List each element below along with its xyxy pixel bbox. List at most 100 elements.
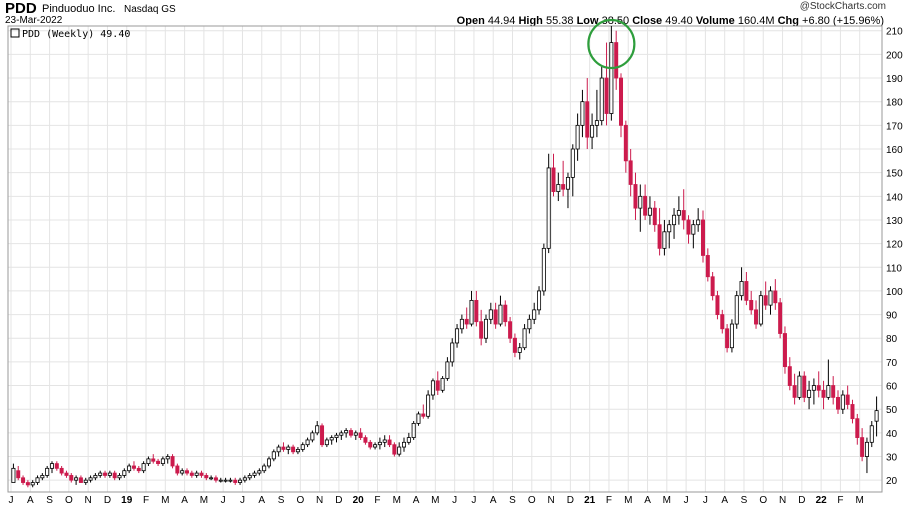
candle-body [194, 472, 199, 476]
candle-body [339, 432, 344, 436]
candle-body [373, 444, 378, 448]
x-tick-label: F [374, 495, 380, 506]
candle [35, 475, 40, 485]
candle [16, 465, 21, 481]
x-tick-label: F [606, 495, 612, 506]
candle [725, 324, 730, 353]
candle [763, 281, 768, 310]
y-tick-label: 120 [886, 240, 903, 251]
x-tick-label: 22 [816, 495, 828, 506]
candle [411, 421, 416, 440]
candle-body [353, 432, 358, 436]
candle [310, 430, 315, 443]
candle-body [696, 219, 701, 226]
candle-body [537, 290, 542, 311]
y-tick-label: 160 [886, 145, 903, 156]
candle [40, 473, 45, 481]
candle-body [676, 210, 681, 216]
candle [64, 470, 69, 478]
x-tick-label: 19 [121, 495, 133, 506]
candle-body [252, 472, 257, 476]
candle [715, 290, 720, 320]
candle-body [406, 437, 411, 443]
candle [141, 461, 146, 474]
candle [855, 413, 860, 445]
candle-body [266, 458, 271, 467]
candle-body [156, 460, 161, 465]
candle-body [845, 394, 850, 405]
candle [353, 430, 358, 440]
candle [633, 172, 638, 220]
candle-body [49, 463, 54, 469]
candle-body [204, 475, 209, 479]
candle [392, 442, 397, 457]
candle-body [604, 77, 609, 114]
candle [840, 390, 845, 414]
candle [845, 385, 850, 410]
x-tick-label: D [104, 495, 111, 506]
candle [527, 314, 532, 334]
candle-body [440, 378, 445, 391]
candle [831, 376, 836, 405]
candle [426, 390, 431, 419]
candle [69, 473, 74, 483]
x-tick-label: J [452, 495, 457, 506]
candle-body [643, 195, 648, 216]
candle-body [320, 425, 325, 446]
candle [348, 428, 353, 438]
candle-body [83, 479, 88, 483]
candle-body [209, 477, 214, 480]
candle [652, 201, 657, 232]
candle-body [305, 439, 310, 446]
candle-body [344, 430, 349, 434]
candle [281, 442, 286, 452]
candle-body [725, 328, 730, 349]
candle-body [734, 295, 739, 325]
candle [720, 309, 725, 334]
candle [508, 316, 513, 343]
candle [416, 411, 421, 426]
candle [455, 324, 460, 348]
candle [49, 461, 54, 474]
candle [78, 475, 83, 483]
candle [710, 272, 715, 301]
candle [271, 449, 276, 462]
candle-body [218, 479, 223, 482]
candle-body [247, 475, 252, 479]
candle [233, 477, 238, 485]
candle [773, 279, 778, 310]
candle-body [623, 124, 628, 162]
candle [213, 475, 218, 483]
candle-body [329, 437, 334, 441]
candle-body [127, 465, 132, 472]
y-tick-label: 210 [886, 27, 903, 38]
candle-body [295, 449, 300, 453]
candle [368, 439, 373, 450]
candle [189, 470, 194, 478]
candle [667, 219, 672, 249]
candle-body [609, 42, 614, 114]
x-tick-label: A [490, 495, 497, 506]
candle [691, 219, 696, 249]
candle [782, 326, 787, 374]
candle-body [25, 482, 30, 486]
candle-body [657, 224, 662, 249]
x-tick-label: O [65, 495, 73, 506]
candle [749, 290, 754, 315]
candle [469, 290, 474, 327]
candle [850, 399, 855, 424]
candle [218, 477, 223, 483]
candle-body [59, 467, 64, 474]
candle-body [368, 441, 373, 448]
candle [811, 378, 816, 405]
candle-body [599, 77, 604, 122]
candle-body [768, 290, 773, 306]
candle-body [233, 479, 238, 483]
x-tick-label: N [779, 495, 786, 506]
candle [488, 302, 493, 325]
candle [807, 380, 812, 410]
candle-body [238, 479, 243, 483]
candle-body [662, 231, 667, 249]
x-tick-label: S [741, 495, 748, 506]
candle [107, 470, 112, 478]
